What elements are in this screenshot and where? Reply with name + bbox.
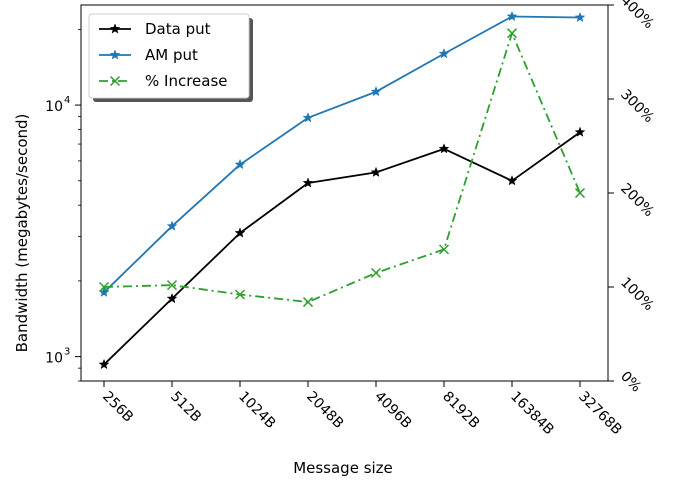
- y2-tick-label: 200%: [617, 181, 657, 221]
- data-point: [574, 187, 586, 199]
- legend-marker: [109, 49, 121, 60]
- data-point: [166, 292, 178, 304]
- y2-tick-label: 300%: [617, 87, 657, 127]
- y2-tick-label: 0%: [617, 369, 644, 396]
- x-tick-label: 16384B: [507, 389, 557, 439]
- y-tick-label: 10: [45, 351, 63, 367]
- x-marker-stroke: [438, 244, 450, 255]
- x-marker-stroke: [109, 75, 121, 87]
- legend-item-data-put: Data put: [99, 20, 211, 38]
- data-point: [98, 281, 110, 293]
- legend-box: [88, 13, 250, 99]
- x-tick-label: 1024B: [235, 389, 278, 432]
- legend-marker: [109, 23, 121, 34]
- data-point: [574, 126, 586, 137]
- data-point: [166, 220, 178, 231]
- data-point: [370, 86, 382, 97]
- legend-label: Data put: [145, 20, 211, 38]
- legend-item-increase: % Increase: [99, 72, 228, 90]
- y-tick-exponent: 4: [64, 95, 70, 106]
- x-tick-label: 512B: [167, 389, 204, 426]
- series-data-put: [98, 126, 586, 370]
- data-point: [234, 289, 246, 300]
- y-tick-label: 10: [45, 99, 63, 115]
- series-am-put: [98, 10, 586, 298]
- x-marker-stroke: [166, 280, 178, 291]
- data-point: [234, 158, 246, 170]
- data-point: [370, 267, 382, 278]
- x-marker-stroke: [506, 28, 518, 39]
- legend-marker: [109, 75, 121, 87]
- data-point: [506, 175, 518, 186]
- x-axis-label: Message size: [293, 459, 393, 477]
- data-point: [234, 227, 246, 238]
- x-axis-ticks: 256B 512B 1024B 2048B 4096B 8192B 16384B 32768B: [99, 381, 625, 438]
- x-marker-stroke: [234, 289, 246, 300]
- x-tick-label: 32768B: [575, 389, 625, 439]
- y2-tick-label: 100%: [617, 275, 657, 315]
- series-line: [103, 131, 581, 366]
- x-marker-stroke: [302, 297, 314, 308]
- data-point: [302, 297, 314, 308]
- x-tick-label: 4096B: [371, 389, 414, 432]
- y2-axis-ticks: 0% 100% 200% 300% 400%: [608, 0, 657, 396]
- data-point: [302, 112, 314, 123]
- data-point: [166, 280, 178, 291]
- x-tick-label: 2048B: [303, 389, 346, 432]
- data-point: [506, 28, 518, 39]
- data-point: [438, 244, 450, 255]
- x-tick-label: 8192B: [439, 389, 482, 432]
- series-line: [103, 15, 581, 294]
- x-marker-stroke: [370, 267, 382, 278]
- legend-label: % Increase: [145, 72, 228, 90]
- data-point: [506, 10, 518, 22]
- data-point: [98, 358, 110, 370]
- y-axis-label: Bandwidth (megabytes/second): [13, 114, 31, 353]
- data-point: [438, 143, 450, 154]
- data-point: [438, 48, 450, 59]
- y-tick-exponent: 3: [64, 347, 70, 358]
- series-increase: [98, 28, 586, 308]
- data-point: [302, 177, 314, 188]
- series-line: [103, 32, 581, 303]
- x-tick-label: 256B: [99, 389, 136, 426]
- y2-tick-label: 400%: [617, 0, 657, 32]
- data-point: [574, 11, 586, 23]
- legend-label: AM put: [145, 46, 198, 64]
- legend-item-am-put: AM put: [99, 46, 198, 64]
- series-layer: [98, 10, 586, 370]
- x-marker-stroke: [574, 187, 586, 199]
- legend: Data put AM put % Increase: [88, 13, 253, 102]
- x-marker-stroke: [98, 281, 110, 293]
- data-point: [370, 166, 382, 178]
